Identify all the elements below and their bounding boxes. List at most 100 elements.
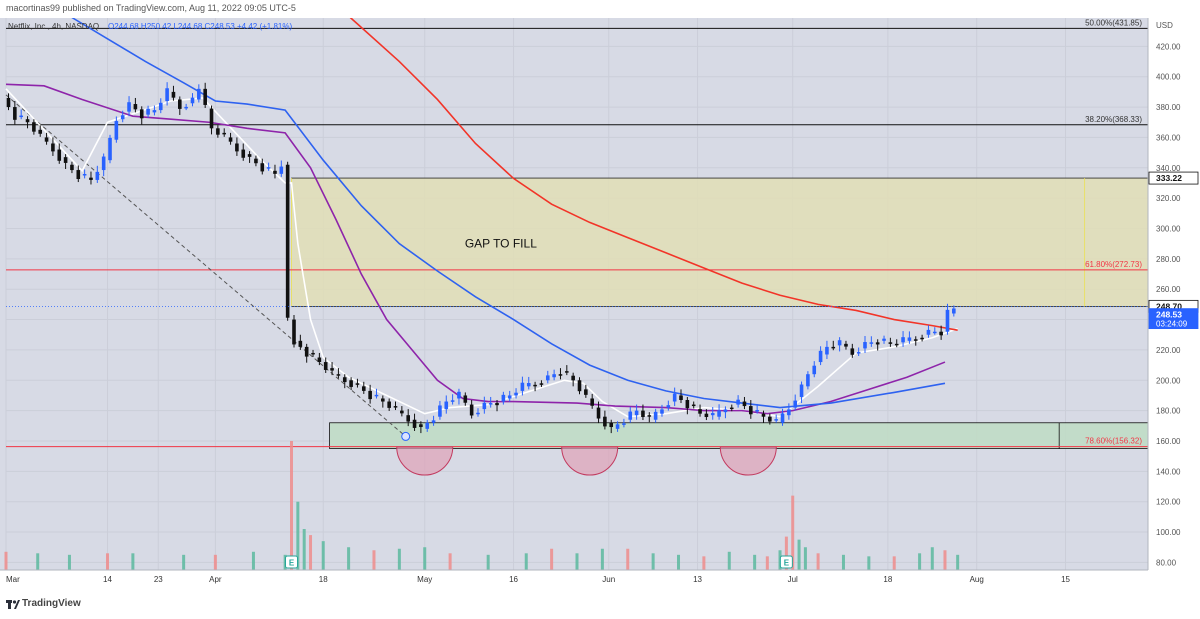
volume-bar	[575, 553, 579, 570]
candle-body	[431, 420, 436, 423]
support-zone	[329, 422, 1149, 449]
candle-body	[495, 403, 499, 406]
candle-body	[349, 380, 353, 387]
candle-body	[393, 406, 398, 408]
candle-body	[926, 329, 931, 335]
candle-body	[13, 107, 17, 120]
candle-body	[216, 128, 220, 135]
publish-header: macortinas99 published on TradingView.co…	[0, 0, 1200, 18]
candle-body	[514, 392, 518, 396]
currency-label: USD	[1156, 21, 1173, 30]
volume-bar	[841, 554, 845, 570]
y-tick-label: 80.00	[1156, 558, 1177, 567]
x-tick-label: 14	[103, 575, 112, 584]
candle-body	[526, 383, 531, 387]
candle-body	[82, 174, 87, 176]
volume-bar	[702, 556, 706, 570]
volume-bar	[4, 551, 8, 570]
volume-bar	[550, 548, 554, 570]
candle-body	[749, 406, 753, 415]
candle-body	[457, 391, 461, 399]
volume-bar	[867, 556, 871, 570]
candle-body	[622, 423, 626, 425]
candle-body	[235, 143, 239, 152]
candle-body	[641, 410, 645, 418]
candle-body	[761, 413, 766, 417]
candle-body	[6, 97, 11, 108]
volume-bar	[930, 547, 934, 570]
volume-bar	[626, 548, 630, 570]
candle-body	[355, 383, 360, 385]
volume-bar	[892, 556, 896, 570]
candle-body	[400, 410, 404, 414]
candle-body	[565, 371, 569, 373]
gap-zone	[291, 177, 1149, 308]
candle-body	[184, 106, 188, 109]
volume-bar	[296, 501, 300, 570]
volume-bar	[791, 495, 795, 570]
candle-body	[717, 410, 721, 417]
candle-body	[907, 337, 912, 341]
y-tick-label: 180.00	[1156, 407, 1181, 416]
candle-body	[768, 416, 772, 422]
candle-body	[412, 419, 417, 428]
volume-bar	[106, 553, 110, 570]
volume-bar	[448, 553, 452, 570]
candle-body	[139, 109, 144, 119]
candle-body	[285, 164, 290, 318]
candle-body	[584, 389, 588, 395]
volume-bar	[347, 547, 351, 570]
x-tick-label: Mar	[6, 575, 20, 584]
candle-body	[323, 362, 328, 370]
candle-body	[850, 348, 855, 355]
volume-bar	[765, 556, 769, 570]
candle-body	[165, 88, 169, 101]
price-badge	[1148, 308, 1199, 330]
candle-body	[266, 167, 271, 169]
candle-body	[311, 352, 315, 355]
x-tick-label: Apr	[209, 575, 222, 584]
price-badge-label: 333.22	[1156, 173, 1182, 183]
volume-bar	[524, 553, 528, 570]
candle-body	[146, 108, 150, 115]
candle-body	[691, 404, 696, 407]
y-tick-label: 140.00	[1156, 467, 1181, 476]
candle-body	[342, 377, 347, 383]
x-tick-label: 18	[319, 575, 328, 584]
candle-body	[444, 401, 449, 410]
candle-body	[888, 342, 893, 344]
candle-body	[723, 409, 728, 413]
candle-body	[894, 343, 899, 346]
candle-body	[44, 137, 49, 142]
cup-bottoms-layer	[396, 446, 777, 476]
candle-body	[507, 395, 512, 399]
candle-body	[539, 383, 544, 385]
earnings-marker-label: E	[784, 559, 790, 568]
volume-bar	[182, 554, 186, 570]
x-tick-label: Jul	[788, 575, 798, 584]
candle-body	[799, 384, 804, 397]
candle-body	[520, 382, 525, 391]
volume-bar	[131, 553, 135, 570]
candle-body	[450, 400, 455, 402]
candles-layer	[6, 82, 956, 434]
candle-body	[438, 405, 442, 417]
volume-bar	[397, 548, 401, 570]
candle-body	[63, 157, 68, 163]
candle-body	[863, 342, 867, 349]
candle-body	[552, 374, 556, 378]
volume-bar	[251, 551, 255, 570]
fib-label: 61.80%(272.73)	[1085, 260, 1142, 269]
candle-body	[101, 156, 106, 171]
candle-body	[133, 104, 138, 110]
candle-body	[939, 331, 943, 336]
candle-body	[387, 401, 391, 408]
candle-body	[19, 115, 23, 118]
candle-body	[25, 119, 30, 123]
candle-body	[736, 399, 740, 405]
candle-body	[628, 411, 633, 420]
earnings-marker	[285, 555, 298, 569]
candle-body	[780, 413, 785, 423]
